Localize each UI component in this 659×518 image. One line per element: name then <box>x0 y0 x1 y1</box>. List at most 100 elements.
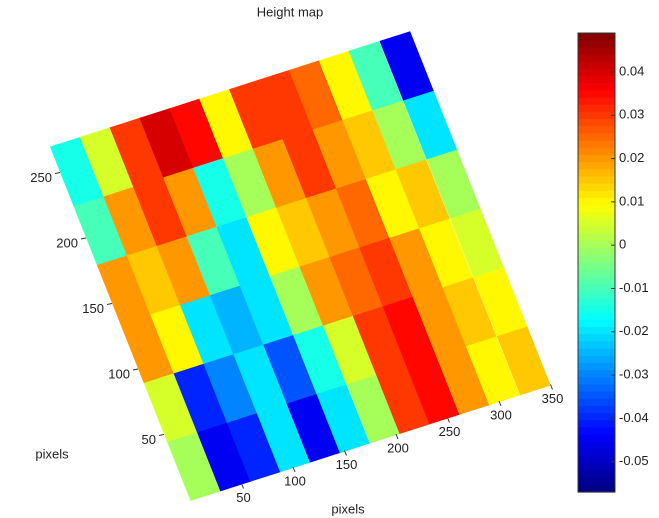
y-tick <box>159 435 164 436</box>
colorbar-strip <box>578 291 615 299</box>
x-tick <box>345 451 347 456</box>
colorbar-tick-label: -0.04 <box>619 410 649 425</box>
colorbar-strip <box>578 98 615 106</box>
colorbar-strip <box>578 184 615 192</box>
colorbar-strip <box>578 420 615 428</box>
colorbar-strip <box>578 363 615 371</box>
colorbar-strip <box>578 270 615 278</box>
x-tick-label: 250 <box>439 424 461 439</box>
page: Height map pixels pixels 501001502002503… <box>0 0 659 518</box>
colorbar-strip <box>578 33 615 41</box>
colorbar-strip <box>578 248 615 256</box>
colorbar-strip <box>578 349 615 357</box>
colorbar-strip <box>578 327 615 335</box>
colorbar-strip <box>578 399 615 407</box>
colorbar-strip <box>578 198 615 206</box>
colorbar-strip <box>578 320 615 328</box>
y-tick-label: 200 <box>56 235 78 250</box>
colorbar-strip <box>578 62 615 70</box>
colorbar-tick-label: 0.02 <box>619 150 644 165</box>
colorbar-tick-label: -0.02 <box>619 323 649 338</box>
x-tick <box>551 385 553 390</box>
colorbar-strip <box>578 406 615 414</box>
colorbar-strip <box>578 90 615 98</box>
colorbar-strip <box>578 456 615 464</box>
colorbar-strip <box>578 55 615 63</box>
colorbar-strip <box>578 227 615 235</box>
colorbar-strip <box>578 205 615 213</box>
colorbar-strip <box>578 384 615 392</box>
x-tick-label: 100 <box>284 473 306 488</box>
colorbar-strip <box>578 341 615 349</box>
colorbar-strip <box>578 148 615 156</box>
colorbar-tick-label: 0.03 <box>619 107 644 122</box>
y-tick-label: 50 <box>142 432 156 447</box>
y-tick-label: 100 <box>108 366 130 381</box>
colorbar-strip <box>578 76 615 84</box>
colorbar-strip <box>578 463 615 471</box>
colorbar-strip <box>578 212 615 220</box>
x-tick-label: 150 <box>336 457 358 472</box>
colorbar-strip <box>578 155 615 163</box>
colorbar-strip <box>578 334 615 342</box>
colorbar-strip <box>578 427 615 435</box>
colorbar-strip <box>578 442 615 450</box>
colorbar-strip <box>578 449 615 457</box>
colorbar-strip <box>578 47 615 55</box>
colorbar-strip <box>578 119 615 127</box>
colorbar-strip <box>578 263 615 271</box>
chart: Height map pixels pixels 501001502002503… <box>0 0 659 518</box>
x-tick-label: 200 <box>387 440 409 455</box>
colorbar-strip <box>578 105 615 113</box>
colorbar-strip <box>578 191 615 199</box>
colorbar-strip <box>578 169 615 177</box>
colorbar-strip <box>578 162 615 170</box>
colorbar-strip <box>578 485 615 493</box>
colorbar-strip <box>578 413 615 421</box>
y-tick-label: 150 <box>82 301 104 316</box>
colorbar-strip <box>578 176 615 184</box>
colorbar-strip <box>578 277 615 285</box>
colorbar-strip <box>578 69 615 77</box>
x-tick <box>242 484 244 489</box>
y-tick-label: 250 <box>30 170 52 185</box>
colorbar-strip <box>578 40 615 48</box>
x-tick <box>396 434 398 439</box>
x-tick <box>448 418 450 423</box>
x-tick-label: 300 <box>490 407 512 422</box>
y-tick <box>81 238 86 239</box>
x-tick <box>499 401 501 406</box>
colorbar-strip <box>578 234 615 242</box>
colorbar-strip <box>578 112 615 120</box>
colorbar-strip <box>578 377 615 385</box>
y-axis-label: pixels <box>35 446 69 461</box>
x-axis-label: pixels <box>331 501 365 516</box>
y-tick <box>55 173 60 174</box>
colorbar-tick-label: 0.01 <box>619 193 644 208</box>
colorbar-strip <box>578 219 615 227</box>
colorbar-tick-label: -0.01 <box>619 280 649 295</box>
colorbar-strip <box>578 470 615 478</box>
colorbar-strip <box>578 313 615 321</box>
colorbar-strip <box>578 392 615 400</box>
colorbar-strip <box>578 435 615 443</box>
colorbar-strip <box>578 306 615 314</box>
colorbar-strip <box>578 356 615 364</box>
colorbar-strip <box>578 284 615 292</box>
colorbar-tick-label: -0.03 <box>619 367 649 382</box>
colorbar-strip <box>578 241 615 249</box>
colorbar-strip <box>578 83 615 91</box>
colorbar-strip <box>578 370 615 378</box>
colorbar-strip <box>578 126 615 134</box>
x-tick-label: 50 <box>236 490 250 505</box>
colorbar-tick-label: -0.05 <box>619 453 649 468</box>
x-tick <box>293 467 295 472</box>
colorbar-strip <box>578 133 615 141</box>
colorbar-strip <box>578 478 615 486</box>
colorbar-strip <box>578 141 615 149</box>
colorbar-strip <box>578 298 615 306</box>
x-tick-label: 350 <box>542 391 564 406</box>
colorbar-tick-label: 0.04 <box>619 63 644 78</box>
colorbar-tick-label: 0 <box>619 237 626 252</box>
y-tick <box>107 304 112 305</box>
